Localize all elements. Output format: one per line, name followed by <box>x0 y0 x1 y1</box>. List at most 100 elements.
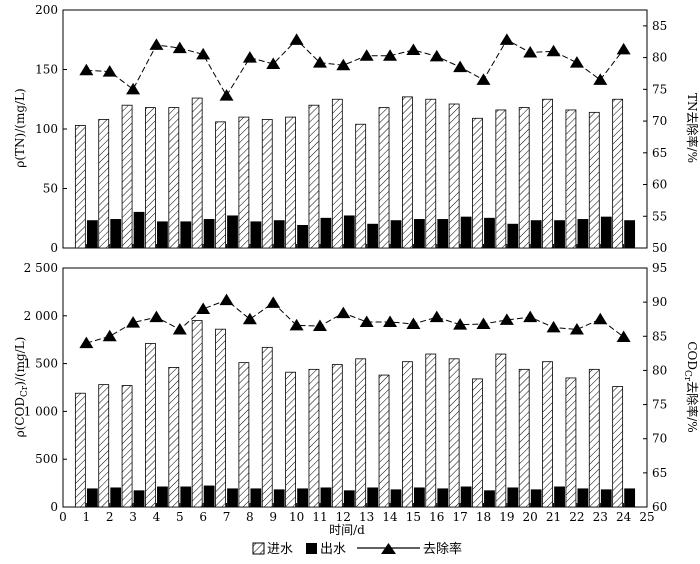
cod-inflow-bar <box>448 358 460 508</box>
tn-inflow-bar <box>215 121 226 249</box>
cod-y-axis-label-main: ρ(COD <box>13 397 27 437</box>
cod-y-tick-label: 1 500 <box>24 357 58 371</box>
cod-y-tick-label: 1 000 <box>24 404 58 418</box>
cod-y2-tick-label: 85 <box>652 329 667 343</box>
cod-removal-point <box>429 310 444 323</box>
legend-outflow-swatch <box>306 543 317 554</box>
tn-inflow-bar <box>145 107 156 249</box>
tn-removal-point <box>499 33 514 45</box>
tn-outflow-bar <box>554 220 565 249</box>
cod-y2-tick-label: 75 <box>652 398 667 412</box>
cod-inflow-bar <box>238 362 250 508</box>
cod-outflow-bar <box>110 487 122 508</box>
tn-y-tick-label: 200 <box>35 3 58 17</box>
tn-removal-point <box>406 43 421 55</box>
legend-inflow-label: 进水 <box>267 542 293 557</box>
cod-x-tick-label: 13 <box>359 510 374 524</box>
cod-removal-point <box>196 302 211 314</box>
tn-y-axis-label: ρ(TN)/(mg/L) <box>13 88 27 167</box>
legend: 进水 出水 去除率 <box>252 541 462 557</box>
cod-inflow-bar <box>588 368 600 508</box>
cod-outflow-bar <box>530 489 542 508</box>
tn-removal-point <box>242 51 257 63</box>
tn-outflow-bar <box>110 219 122 249</box>
cod-inflow-bar <box>145 343 156 508</box>
cod-x-tick-label: 14 <box>382 510 398 524</box>
cod-outflow-bar <box>320 487 332 508</box>
tn-y2-tick-label: 65 <box>652 146 667 160</box>
tn-inflow-bar <box>355 123 367 249</box>
cod-x-tick-label: 11 <box>312 510 327 524</box>
tn-outflow-bar <box>203 219 215 249</box>
cod-outflow-bar <box>367 487 379 508</box>
cod-removal-point <box>149 310 164 323</box>
tn-inflow-bar <box>378 107 390 249</box>
tn-y2-tick-label: 80 <box>652 51 667 65</box>
tn-y-tick-label: 50 <box>43 182 58 196</box>
cod-outflow-bar <box>203 485 215 508</box>
tn-outflow-bar <box>413 219 425 249</box>
cod-y2-tick-label: 95 <box>652 261 667 275</box>
tn-outflow-bar <box>227 215 238 249</box>
cod-inflow-bar <box>308 368 320 508</box>
tn-panel: 0 50 100 150 200 50 55 60 65 70 75 80 85 <box>35 3 667 255</box>
cod-inflow-bar <box>425 353 437 508</box>
cod-outflow-bar <box>273 489 285 508</box>
cod-removal-point <box>453 318 468 330</box>
cod-x-tick-label: 15 <box>406 510 421 524</box>
tn-inflow-bar <box>472 117 483 249</box>
tn-outflow-bar <box>273 220 285 249</box>
cod-y-tick-label: 2 500 <box>24 261 58 275</box>
tn-outflow-bar <box>180 221 192 249</box>
tn-outflow-bar <box>530 220 542 249</box>
cod-y-axis-label: ρ(CODCr)/(mg/L) <box>13 337 30 438</box>
tn-inflow-bar <box>168 107 180 249</box>
cod-outflow-bar <box>86 488 98 508</box>
cod-removal-point <box>476 317 491 329</box>
cod-y2-axis-label-main: COD <box>685 341 699 370</box>
tn-removal-line <box>86 39 625 97</box>
tn-removal-point <box>476 73 491 85</box>
cod-inflow-bar <box>355 358 367 508</box>
cod-x-tick-label: 10 <box>289 510 304 524</box>
cod-removal-point <box>102 329 117 342</box>
cod-removal-point <box>172 322 187 335</box>
tn-outflow-bar <box>297 224 309 249</box>
cod-removal-line <box>86 299 624 344</box>
legend-removal-label: 去除率 <box>423 541 462 557</box>
tn-removal-point <box>266 57 281 69</box>
cod-outflow-bar <box>297 488 309 508</box>
tn-inflow-bar <box>285 116 297 249</box>
tn-outflow-bar <box>484 217 495 249</box>
tn-removal-point <box>289 33 304 45</box>
tn-outflow-bar <box>577 219 589 249</box>
cod-outflow-bar <box>250 488 262 508</box>
tn-inflow-bar <box>495 109 507 249</box>
tn-inflow-bar <box>518 107 530 249</box>
cod-y-axis-label-sub: Cr <box>20 385 30 397</box>
cod-x-tick-label: 20 <box>523 510 538 524</box>
cod-removal-point <box>266 296 281 308</box>
tn-outflow-bar <box>460 216 472 249</box>
cod-inflow-bar <box>518 368 530 508</box>
cod-removal-point <box>336 306 351 319</box>
tn-removal-point <box>79 63 94 76</box>
cod-inflow-bar <box>285 371 297 508</box>
cod-y-axis-label-tail: )/(mg/L) <box>13 337 27 386</box>
cod-inflow-bar <box>98 384 110 508</box>
tn-outflow-bar <box>250 221 262 249</box>
cod-y2-axis-label-tail: 去除率/% <box>685 381 700 432</box>
cod-inflow-bar <box>378 374 390 508</box>
tn-inflow-bar <box>448 103 460 249</box>
tn-removal-point <box>453 60 468 73</box>
tn-inflow-bar <box>308 104 320 249</box>
cod-removal-point <box>79 336 94 349</box>
cod-x-tick-label: 21 <box>546 510 561 524</box>
cod-removal-point <box>126 316 141 328</box>
tn-removal-point <box>102 65 117 77</box>
cod-x-tick-label: 6 <box>199 510 207 524</box>
cod-x-tick-label: 25 <box>639 510 654 524</box>
tn-y-tick-label: 150 <box>35 63 58 77</box>
tn-outflow-bar <box>86 220 98 249</box>
tn-inflow-bar <box>238 116 250 249</box>
